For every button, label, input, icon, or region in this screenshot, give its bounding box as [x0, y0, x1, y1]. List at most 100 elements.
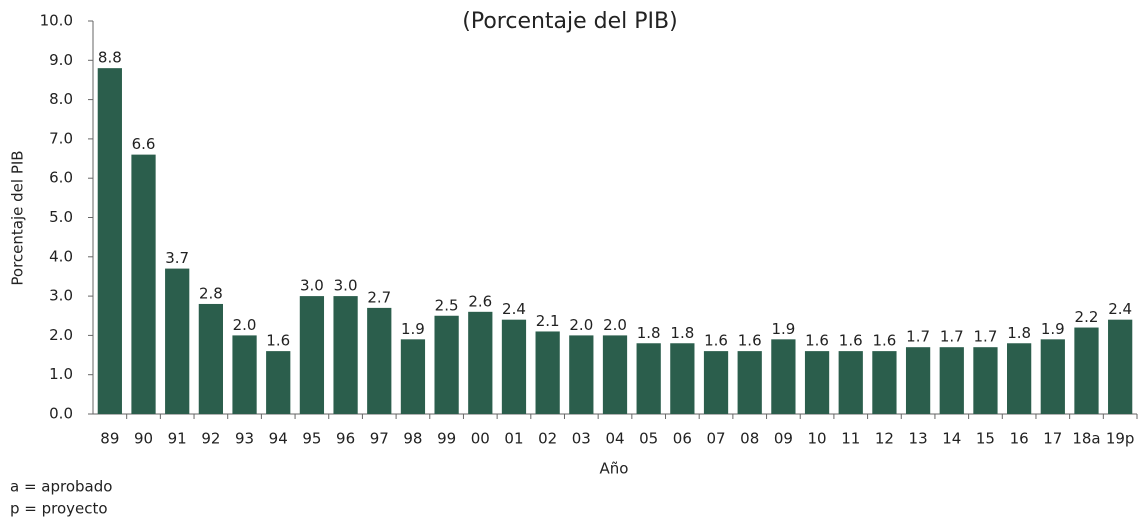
x-tick-label: 91 — [168, 430, 187, 448]
value-label: 1.8 — [670, 324, 694, 342]
value-label: 2.6 — [468, 292, 492, 310]
bar — [905, 347, 931, 414]
x-tick-label: 17 — [1043, 430, 1062, 448]
value-label: 2.5 — [435, 296, 459, 314]
x-tick-label: 93 — [235, 430, 254, 448]
bar — [400, 339, 426, 414]
x-tick-label: 12 — [875, 430, 894, 448]
y-tick-label: 10.0 — [40, 12, 73, 30]
value-label: 2.1 — [536, 312, 560, 330]
x-tick-label: 16 — [1010, 430, 1029, 448]
value-label: 2.0 — [603, 316, 627, 334]
chart-subtitle: (Porcentaje del PIB) — [462, 9, 677, 34]
x-tick-label: 97 — [370, 430, 389, 448]
value-label: 3.0 — [334, 277, 358, 295]
x-tick-label: 99 — [437, 430, 456, 448]
value-label: 3.0 — [300, 277, 324, 295]
value-label: 1.8 — [637, 324, 661, 342]
y-tick-label: 6.0 — [49, 169, 73, 187]
bar — [232, 335, 257, 414]
value-label: 2.7 — [367, 288, 391, 306]
bar — [266, 351, 291, 414]
value-label: 1.9 — [401, 320, 425, 338]
bar — [703, 351, 729, 414]
value-label: 2.0 — [569, 316, 593, 334]
bar — [872, 351, 897, 414]
y-tick-label: 0.0 — [49, 405, 73, 423]
x-tick-label: 98 — [403, 430, 422, 448]
x-tick-label: 14 — [942, 430, 961, 448]
y-axis-label: Porcentaje del PIB — [9, 150, 27, 285]
y-tick-label: 9.0 — [49, 51, 73, 69]
bar — [804, 351, 830, 414]
x-tick-label: 10 — [808, 430, 827, 448]
value-label: 2.0 — [233, 316, 257, 334]
value-label: 1.6 — [805, 332, 829, 350]
x-tick-label: 06 — [673, 430, 692, 448]
y-tick-label: 7.0 — [49, 129, 73, 147]
value-label: 1.6 — [839, 332, 863, 350]
x-tick-label: 15 — [976, 430, 995, 448]
bar — [670, 343, 695, 414]
y-tick-label: 2.0 — [49, 326, 73, 344]
bar — [299, 296, 325, 414]
bar — [1040, 339, 1065, 414]
bar — [1007, 343, 1032, 414]
bar — [636, 343, 661, 414]
y-tick-label: 5.0 — [49, 208, 73, 226]
x-tick-label: 04 — [605, 430, 624, 448]
bar — [939, 347, 964, 414]
bar — [602, 335, 628, 414]
x-tick-label: 13 — [909, 430, 928, 448]
bar — [367, 307, 392, 414]
bar — [973, 347, 998, 414]
value-label: 2.4 — [502, 300, 526, 318]
bar — [569, 335, 594, 414]
x-tick-label: 09 — [774, 430, 793, 448]
x-tick-label: 02 — [538, 430, 557, 448]
value-label: 6.6 — [132, 135, 156, 153]
bar — [535, 331, 560, 414]
x-tick-label: 00 — [471, 430, 490, 448]
x-tick-label: 94 — [269, 430, 288, 448]
value-label: 1.7 — [974, 328, 998, 346]
bar — [468, 311, 493, 414]
bar — [165, 268, 190, 414]
value-label: 2.8 — [199, 284, 223, 302]
value-label: 1.8 — [1007, 324, 1031, 342]
y-tick-label: 8.0 — [49, 90, 73, 108]
bar — [737, 351, 762, 414]
value-label: 1.6 — [266, 332, 290, 350]
value-label: 1.6 — [704, 332, 728, 350]
x-tick-label: 05 — [639, 430, 658, 448]
x-tick-label: 90 — [134, 430, 153, 448]
x-tick-label: 11 — [841, 430, 860, 448]
x-tick-label: 03 — [572, 430, 591, 448]
value-label: 1.9 — [771, 320, 795, 338]
x-tick-label: 08 — [740, 430, 759, 448]
bar — [131, 154, 156, 414]
note: a = aprobado — [10, 478, 112, 496]
bar — [97, 68, 122, 414]
value-label: 1.6 — [872, 332, 896, 350]
x-tick-label: 92 — [201, 430, 220, 448]
x-tick-label: 89 — [100, 430, 119, 448]
bar — [501, 319, 527, 414]
x-tick-label: 19p — [1106, 430, 1135, 448]
value-label: 1.7 — [906, 328, 930, 346]
y-tick-label: 4.0 — [49, 247, 73, 265]
x-tick-label: 18a — [1072, 430, 1100, 448]
value-label: 1.6 — [738, 332, 762, 350]
value-label: 1.9 — [1041, 320, 1065, 338]
x-tick-label: 96 — [336, 430, 355, 448]
bar — [771, 339, 796, 414]
y-tick-label: 3.0 — [49, 287, 73, 305]
x-tick-label: 01 — [504, 430, 523, 448]
bar — [1108, 319, 1133, 414]
bar — [838, 351, 863, 414]
y-tick-label: 1.0 — [49, 365, 73, 383]
value-label: 8.8 — [98, 49, 122, 67]
value-label: 2.4 — [1108, 300, 1132, 318]
